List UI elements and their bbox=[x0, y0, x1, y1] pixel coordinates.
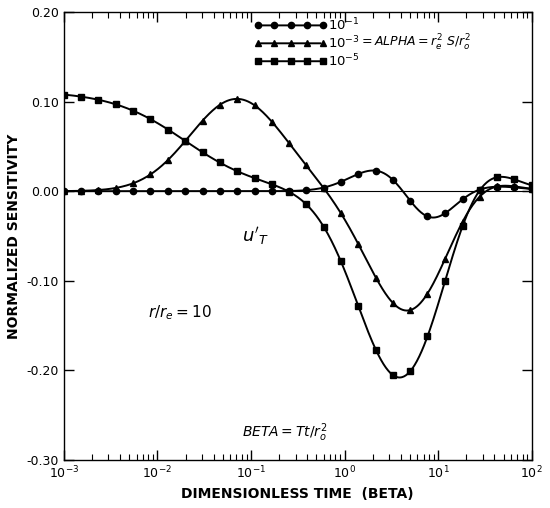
Y-axis label: NORMALIZED SENSITIVITY: NORMALIZED SENSITIVITY bbox=[7, 133, 21, 339]
Text: $= ALPHA = r_e^2\ S/r_o^2$: $= ALPHA = r_e^2\ S/r_o^2$ bbox=[359, 33, 471, 53]
X-axis label: DIMENSIONLESS TIME  (BETA): DIMENSIONLESS TIME (BETA) bbox=[182, 487, 414, 501]
Text: $10^{-5}$: $10^{-5}$ bbox=[328, 53, 360, 70]
Text: $10^{-3}$: $10^{-3}$ bbox=[328, 35, 360, 52]
Text: $r/r_e = 10$: $r/r_e = 10$ bbox=[148, 303, 212, 322]
Text: $u'_T$: $u'_T$ bbox=[242, 225, 269, 247]
Text: $BETA = Tt/r_o^2$: $BETA = Tt/r_o^2$ bbox=[242, 422, 327, 444]
Text: $10^{-1}$: $10^{-1}$ bbox=[328, 17, 360, 34]
